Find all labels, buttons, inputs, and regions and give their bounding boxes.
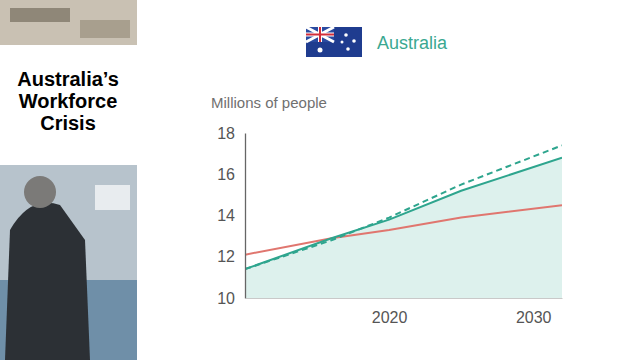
flag-star [344,33,348,37]
photo-head [24,176,56,208]
photo-person [5,203,90,360]
photo-detail [80,20,130,38]
y-tick: 12 [217,248,245,265]
series-line [245,145,562,269]
y-tick: 16 [217,166,245,183]
title: Australia [377,33,448,53]
series-line [245,205,562,255]
flag [306,27,362,57]
flag-cross-red [306,27,334,42]
x-tick: 2020 [372,298,408,326]
y-axis: 10 12 14 16 18 [217,125,245,307]
y-tick-label: 18 [217,125,235,142]
photo-detail [10,8,70,22]
x-tick-label: 2020 [372,309,408,326]
y-axis-title: Millions of people [211,94,327,111]
y-tick-label: 12 [217,248,235,265]
x-axis: 2020 2030 [246,298,563,326]
flag-star [346,47,350,51]
plot-marks [245,145,562,298]
y-tick-label: 14 [217,207,235,224]
x-axis-line [246,298,563,299]
photo-top [0,0,137,45]
heading: Australia’sWorkforceCrisis [17,68,119,134]
photo-bottom [0,165,137,360]
y-tick-label: 10 [217,290,235,307]
series-area [245,158,562,298]
y-tick: 14 [217,207,245,224]
flag-star [341,41,344,44]
flag-saltire [306,27,334,42]
y-tick: 18 [217,125,245,142]
flag-star [352,39,356,43]
flag-canton [306,27,334,42]
chart-root: Australia’sWorkforceCrisis Australia Milli… [0,0,640,360]
y-axis-line [245,134,246,299]
x-tick: 2030 [516,298,552,326]
flag-field [306,27,362,57]
y-tick: 10 [217,290,245,307]
y-tick-label: 16 [217,166,235,183]
flag-star [318,48,323,53]
x-tick-label: 2030 [516,309,552,326]
photo-laptop [95,185,130,210]
flag-cross-white [306,27,334,42]
photo-panel [0,0,137,360]
